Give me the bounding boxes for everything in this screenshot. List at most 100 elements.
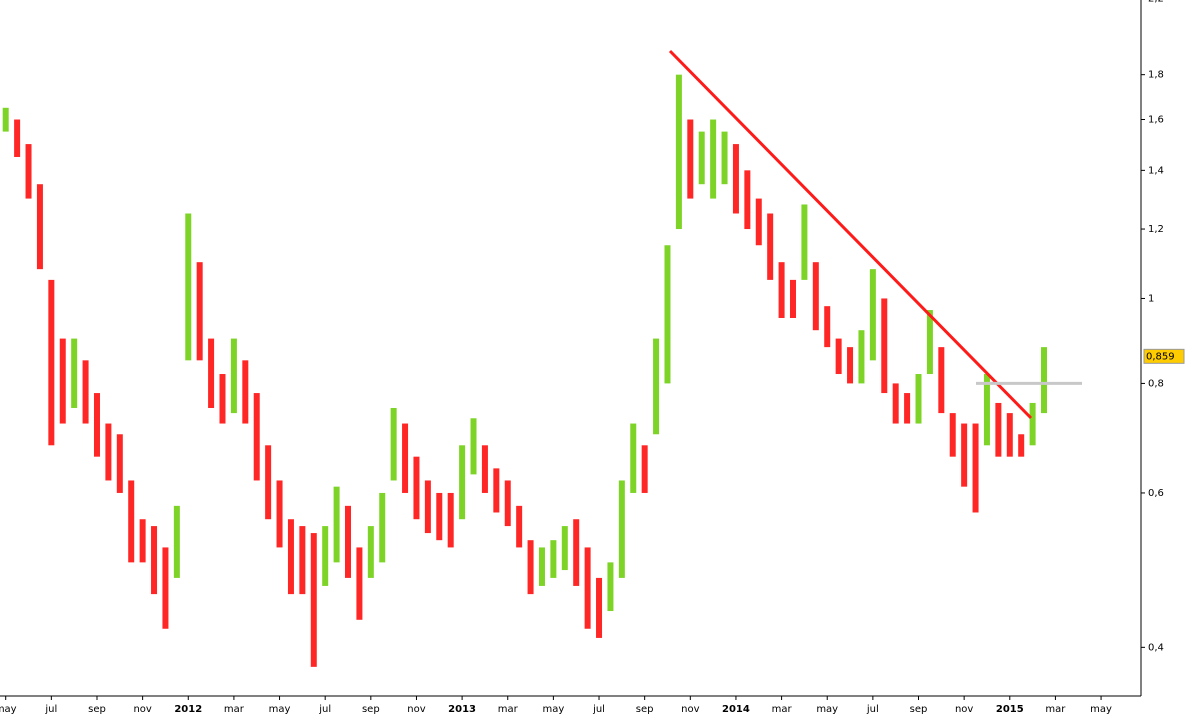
price-bar: [105, 423, 112, 481]
x-tick-label: mar: [1045, 704, 1066, 715]
price-bar: [630, 423, 637, 493]
price-bar: [892, 383, 899, 424]
price-bar: [618, 480, 625, 578]
price-bar: [835, 338, 842, 375]
price-bar: [48, 279, 55, 446]
price-bar: [173, 505, 180, 578]
price-bar: [196, 262, 203, 361]
x-tick-label: nov: [407, 704, 425, 715]
price-bar: [721, 131, 728, 185]
price-bar: [972, 423, 979, 513]
price-bar: [82, 360, 89, 424]
price-bar: [493, 468, 500, 513]
price-bar: [732, 144, 739, 214]
x-tick-label: may: [816, 704, 838, 715]
price-bar: [926, 310, 933, 375]
x-tick-label: 2014: [722, 704, 750, 715]
last-price-label: 0,859: [1146, 351, 1175, 362]
price-bar: [767, 213, 774, 280]
price-bar: [333, 486, 340, 563]
price-bar: [949, 413, 956, 457]
price-bar: [550, 540, 557, 578]
price-bar: [208, 338, 215, 408]
price-bar: [789, 279, 796, 318]
price-bar: [424, 480, 431, 534]
price-bar: [869, 269, 876, 361]
price-bar: [253, 393, 260, 481]
price-bar: [1041, 347, 1048, 414]
price-bar: [983, 374, 990, 446]
price-bar: [128, 480, 135, 563]
y-tick-label: 1: [1148, 293, 1154, 304]
price-bar: [14, 119, 21, 157]
price-bar: [356, 547, 363, 620]
price-bar: [1018, 434, 1025, 457]
y-tick-label: 0,6: [1148, 488, 1164, 499]
x-tick-label: may: [1090, 704, 1112, 715]
price-bar: [961, 423, 968, 487]
price-bar: [687, 119, 694, 199]
price-bar: [607, 562, 614, 612]
x-tick-label: mar: [772, 704, 793, 715]
x-tick-label: may: [269, 704, 291, 715]
x-tick-label: nov: [955, 704, 973, 715]
price-bar: [36, 184, 43, 270]
x-tick-label: mar: [498, 704, 519, 715]
plot-area: [2, 74, 1048, 667]
price-bar: [265, 445, 272, 520]
x-tick-label: 2015: [996, 704, 1024, 715]
price-bar: [847, 347, 854, 384]
price-bar: [276, 480, 283, 548]
price-bar: [858, 330, 865, 384]
y-tick-label: 2,2: [1148, 0, 1164, 4]
x-tick-label: sep: [910, 704, 928, 715]
price-bar: [504, 480, 511, 527]
y-tick-label: 1,4: [1148, 165, 1164, 176]
price-bar: [470, 418, 477, 475]
x-tick-label: jul: [866, 704, 879, 715]
price-bar: [527, 540, 534, 595]
price-bar: [139, 519, 146, 563]
price-bar: [481, 445, 488, 493]
price-bar: [436, 492, 443, 541]
price-bar: [778, 262, 785, 318]
x-tick-label: 2013: [448, 704, 476, 715]
price-bar: [379, 492, 386, 563]
price-bar: [322, 526, 329, 586]
price-bar: [516, 505, 523, 548]
price-bar: [698, 131, 705, 185]
price-bar: [824, 306, 831, 348]
price-bar: [904, 393, 911, 424]
price-bar: [390, 407, 397, 481]
price-bar: [881, 298, 888, 394]
price-bar: [995, 402, 1002, 457]
price-bar: [675, 74, 682, 230]
price-bar: [93, 393, 100, 457]
price-bar: [801, 204, 808, 280]
y-tick-label: 1,6: [1148, 115, 1164, 126]
x-tick-label: jul: [318, 704, 331, 715]
x-tick-label: may: [0, 704, 17, 715]
x-tick-label: nov: [681, 704, 699, 715]
price-bar: [185, 213, 192, 361]
price-bar: [641, 445, 648, 493]
x-tick-label: jul: [44, 704, 57, 715]
price-bar: [242, 360, 249, 424]
price-bar: [538, 547, 545, 586]
price-bar: [219, 374, 226, 424]
price-bar: [230, 338, 237, 414]
price-bar: [915, 374, 922, 424]
x-tick-label: may: [542, 704, 564, 715]
x-tick-label: nov: [133, 704, 151, 715]
y-tick-label: 0,8: [1148, 378, 1164, 389]
price-bar: [596, 577, 603, 638]
price-bar: [345, 505, 352, 578]
price-bar: [402, 423, 409, 493]
price-bar: [653, 338, 660, 435]
price-bar: [287, 519, 294, 595]
price-bar: [151, 526, 158, 595]
price-bar: [710, 119, 717, 199]
price-bar: [59, 338, 66, 424]
price-bar: [584, 547, 591, 629]
